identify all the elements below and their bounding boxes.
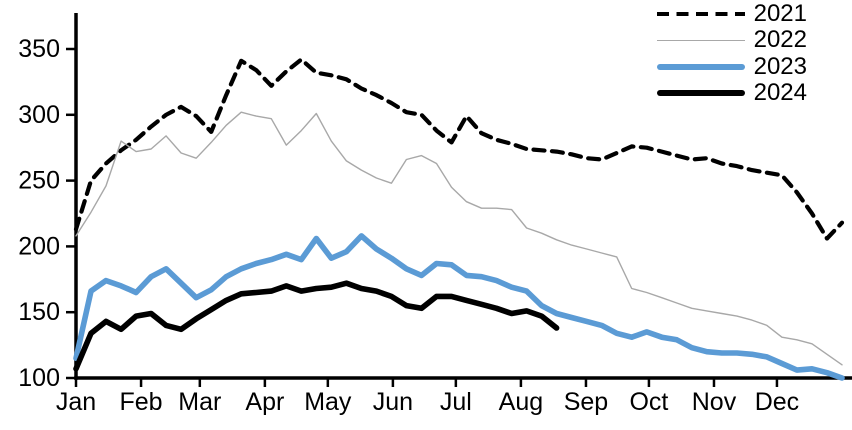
series-line-2022: [75, 111, 843, 366]
y-tick-label-250: 250: [18, 167, 60, 195]
legend-item-2023: 2023: [656, 52, 807, 80]
y-tick-label-300: 300: [18, 101, 60, 129]
x-tick-label-apr: Apr: [245, 388, 284, 416]
y-tick-label-350: 350: [18, 35, 60, 63]
legend-item-2021: 2021: [656, 0, 807, 28]
legend-item-2022: 2022: [656, 26, 807, 54]
series-line-2024: [73, 280, 560, 372]
legend-label: 2024: [753, 79, 807, 107]
chart-legend: 2021 2022 2023 2024: [656, 0, 807, 107]
y-tick-label-150: 150: [18, 298, 60, 326]
series-line-2021: [73, 57, 845, 241]
legend-label: 2021: [753, 0, 807, 28]
series-line-2023: [73, 233, 845, 381]
x-tick-label-jan: Jan: [56, 388, 96, 416]
legend-line-blue-sample: [656, 63, 745, 70]
x-tick-label-dec: Dec: [755, 388, 799, 416]
x-tick-label-aug: Aug: [499, 388, 543, 416]
legend-label: 2023: [753, 52, 807, 80]
x-tick-label-nov: Nov: [692, 388, 737, 416]
legend-line-thin-sample: [656, 39, 745, 42]
y-tick-label-200: 200: [18, 232, 60, 260]
legend-line-dashed-sample: [656, 11, 745, 17]
legend-item-2024: 2024: [656, 79, 807, 107]
x-tick-label-mar: Mar: [178, 388, 221, 416]
x-tick-label-oct: Oct: [629, 388, 668, 416]
y-tick-label-100: 100: [18, 364, 60, 392]
x-tick-label-feb: Feb: [120, 388, 163, 416]
legend-line-black-sample: [656, 89, 745, 97]
x-tick-label-sep: Sep: [564, 388, 608, 416]
legend-label: 2022: [753, 26, 807, 54]
x-tick-label-jul: Jul: [440, 388, 472, 416]
x-tick-label-jun: Jun: [373, 388, 413, 416]
x-tick-label-may: May: [304, 388, 352, 416]
